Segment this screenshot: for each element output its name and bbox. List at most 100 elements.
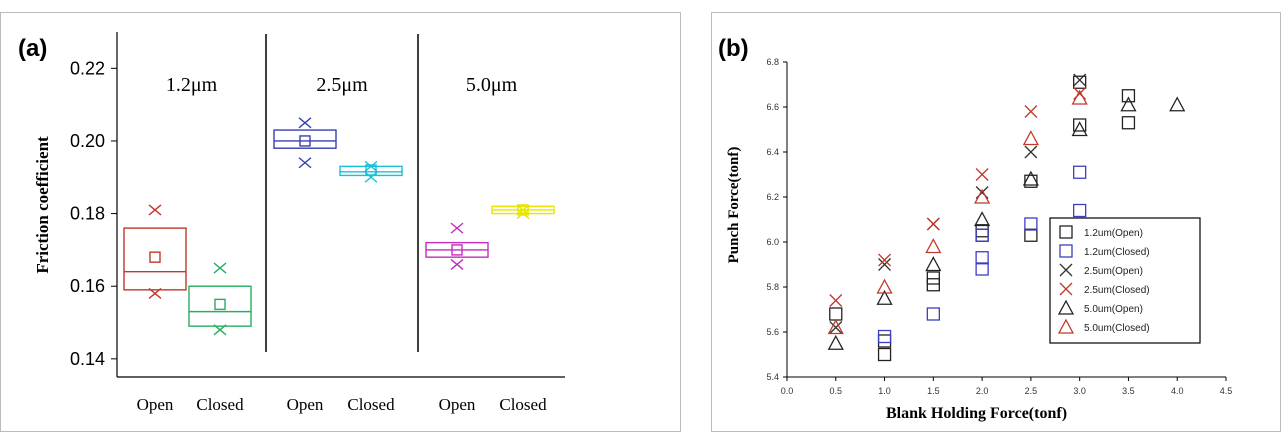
extreme-marker — [516, 204, 530, 216]
square-marker — [1073, 165, 1087, 179]
legend-label: 5.0um(Open) — [1084, 304, 1143, 315]
x-axis-label: Blank Holding Force(tonf) — [886, 405, 1067, 422]
square-marker — [1121, 89, 1136, 103]
triangle-marker — [1071, 121, 1088, 137]
mean-marker — [149, 251, 161, 263]
legend-label: 2.5um(Closed) — [1084, 285, 1150, 296]
panel-b-chart: 0.0 0.5 1.0 1.5 2.0 2.5 3.0 3.5 4.0 4.5 5.4 5.6 5.8 6… — [726, 57, 1232, 422]
legend-label: 1.2um(Closed) — [1084, 247, 1150, 258]
x-marker — [1024, 145, 1038, 159]
extreme-marker — [364, 171, 378, 183]
mean-marker — [451, 244, 463, 256]
extreme-marker — [148, 204, 162, 216]
panel-a-frame — [0, 12, 681, 432]
x-marker — [1073, 73, 1087, 87]
x-tick-label: 1.0 — [878, 386, 891, 396]
triangle-marker — [1120, 96, 1137, 112]
legend-label: 1.2um(Open) — [1084, 228, 1143, 239]
box-rect — [273, 129, 337, 149]
y-tick-label: 6.8 — [766, 57, 779, 67]
triangle-marker — [1022, 170, 1039, 186]
y-tick-label: 6.2 — [766, 192, 779, 202]
x-marker — [829, 321, 843, 334]
legend-label: 5.0um(Closed) — [1084, 323, 1150, 334]
x-marker — [975, 168, 989, 181]
x-tick-label: 1.5 — [927, 386, 940, 396]
y-tick-label: 5.6 — [766, 327, 779, 337]
triangle-marker — [974, 188, 991, 204]
square-marker — [1024, 174, 1038, 188]
square-marker — [975, 228, 989, 242]
square-marker — [1059, 244, 1073, 258]
x-marker — [829, 294, 843, 307]
y-tick-label: 0.22 — [70, 58, 105, 78]
extreme-marker — [148, 287, 162, 300]
square-marker — [1121, 116, 1136, 130]
extreme-marker — [213, 324, 227, 336]
square-marker — [1073, 118, 1087, 132]
extreme-marker — [298, 117, 312, 129]
square-marker — [1059, 225, 1073, 239]
x-marker — [878, 253, 892, 267]
triangle-marker — [827, 319, 844, 335]
box-rect — [188, 285, 252, 327]
x-marker — [1059, 282, 1073, 296]
y-tick-label: 6.6 — [766, 102, 779, 112]
triangle-marker — [1057, 299, 1075, 315]
square-marker — [1024, 228, 1038, 242]
square-marker — [975, 262, 989, 276]
x-category-label: Closed — [196, 395, 244, 414]
square-marker — [877, 347, 892, 362]
square-marker — [1073, 203, 1087, 218]
mean-marker — [214, 298, 226, 311]
x-tick-label: 0.0 — [781, 386, 794, 396]
triangle-marker — [925, 238, 942, 254]
square-marker — [1024, 217, 1038, 231]
triangle-marker — [1057, 318, 1075, 334]
extreme-marker — [298, 157, 312, 169]
panel-a-label: (a) — [18, 35, 47, 62]
square-marker — [926, 278, 940, 292]
y-tick-label: 0.20 — [70, 131, 105, 151]
y-tick-label: 5.8 — [766, 282, 779, 292]
x-marker — [926, 217, 940, 231]
legend-box — [1049, 217, 1201, 344]
triangle-marker — [1071, 89, 1088, 105]
legend-label: 2.5um(Open) — [1084, 266, 1143, 277]
triangle-marker — [876, 278, 893, 294]
triangle-marker — [1022, 130, 1039, 146]
x-marker — [878, 258, 892, 271]
triangle-marker — [974, 211, 991, 227]
y-tick-label: 6.0 — [766, 237, 779, 247]
extreme-marker — [213, 262, 227, 274]
square-marker — [926, 307, 940, 321]
group-label: 1.2μm — [166, 74, 218, 96]
x-tick-label: 2.0 — [976, 386, 989, 396]
x-tick-label: 0.5 — [830, 386, 843, 396]
x-tick-label: 3.0 — [1073, 386, 1086, 396]
x-tick-label: 4.0 — [1171, 386, 1184, 396]
x-tick-label: 4.5 — [1220, 386, 1233, 396]
x-category-label: Closed — [499, 395, 547, 414]
y-axis-label: Friction coefficient — [33, 136, 52, 274]
x-marker — [1024, 105, 1038, 118]
square-marker — [877, 329, 892, 344]
mean-marker — [299, 135, 311, 147]
x-marker — [1059, 263, 1073, 277]
extreme-marker — [450, 258, 464, 270]
group-label: 2.5μm — [316, 74, 368, 96]
y-tick-label: 5.4 — [766, 372, 779, 382]
extreme-marker — [364, 160, 378, 172]
box-rect — [123, 227, 187, 291]
y-tick-label: 0.18 — [70, 204, 105, 224]
square-marker — [926, 271, 940, 285]
triangle-marker — [827, 334, 844, 350]
x-tick-label: 2.5 — [1025, 386, 1038, 396]
y-tick-label: 0.16 — [70, 276, 105, 296]
extreme-marker — [516, 208, 530, 220]
triangle-marker — [876, 289, 893, 305]
panel-a-chart: 0.14 0.16 0.18 0.20 0.22 Friction coefficient… — [33, 32, 565, 414]
extreme-marker — [450, 222, 464, 234]
y-tick-label: 6.4 — [766, 147, 779, 157]
